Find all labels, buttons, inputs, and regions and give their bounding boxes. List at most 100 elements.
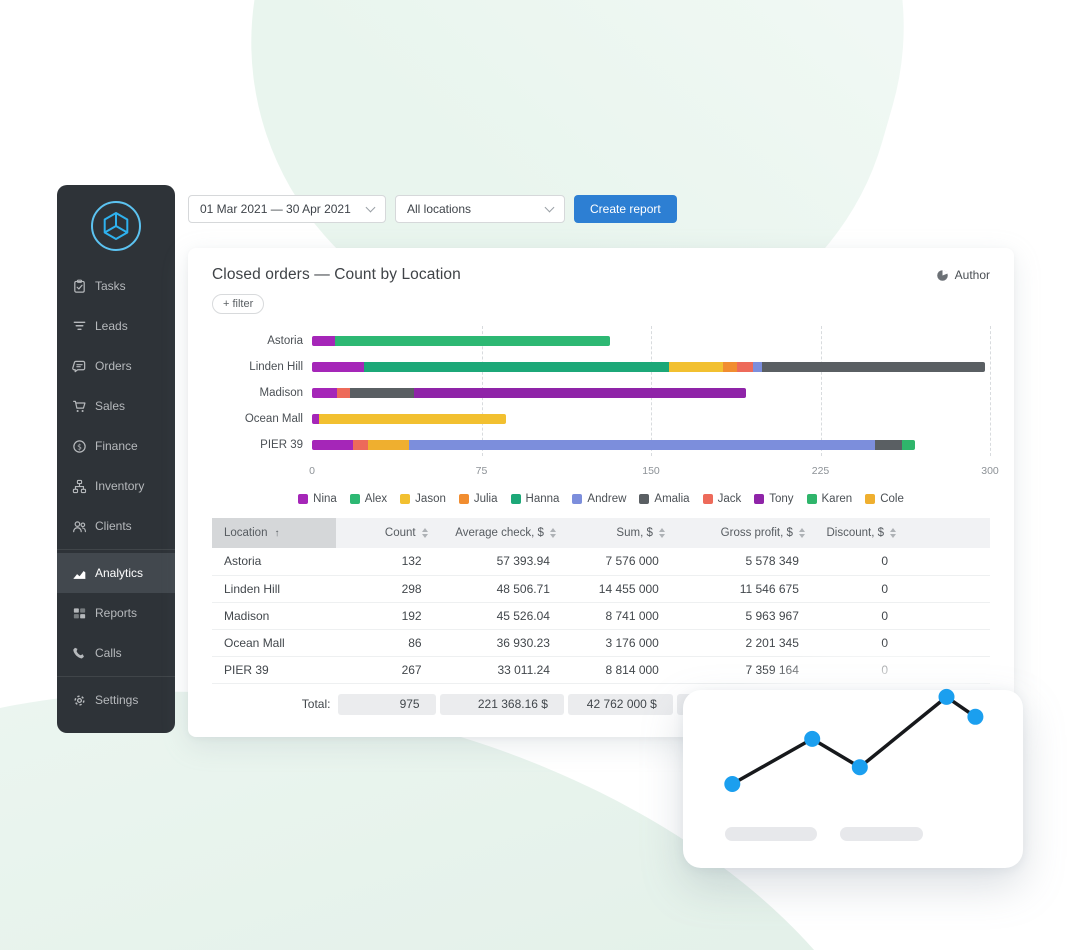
legend-item-karen[interactable]: Karen <box>806 493 852 505</box>
sidebar-divider <box>57 676 175 677</box>
leads-icon <box>72 319 87 334</box>
chevron-down-icon <box>544 202 555 212</box>
legend-item-hanna[interactable]: Hanna <box>510 493 559 505</box>
legend-item-jack[interactable]: Jack <box>702 493 741 505</box>
sidebar-item-label: Sales <box>95 399 126 413</box>
bar-segment-nina[interactable] <box>312 388 337 398</box>
sidebar-item-label: Reports <box>95 606 138 620</box>
sidebar-item-label: Finance <box>95 439 138 453</box>
report-title: Closed orders — Count by Location <box>212 266 461 283</box>
bar-segment-julia[interactable] <box>723 362 737 372</box>
bar-segment-jason[interactable] <box>318 414 507 424</box>
app-logo[interactable] <box>90 200 142 257</box>
legend-swatch <box>754 494 765 504</box>
chart-rows: Astoria Linden Hill Madison Ocean Mall PIER … <box>212 328 990 458</box>
sort-icon <box>658 528 665 538</box>
total-pill: 975 <box>338 693 436 715</box>
table-row: Astoria 132 57 393.94 7 576 000 5 578 349 0 <box>212 548 990 576</box>
legend-item-alex[interactable]: Alex <box>349 493 387 505</box>
column-header-location[interactable]: Location ↑ <box>212 518 337 548</box>
sidebar-nav: Tasks Leads Orders Sales $ Finance Inventory Cl… <box>57 266 175 720</box>
bar-segment-alex[interactable] <box>334 336 611 346</box>
trend-card <box>683 690 1023 868</box>
category-label: Ocean Mall <box>244 413 303 425</box>
sidebar-item-label: Calls <box>95 646 122 660</box>
legend-item-julia[interactable]: Julia <box>458 493 498 505</box>
bar-segment-amalia[interactable] <box>761 362 986 372</box>
sort-asc-icon: ↑ <box>274 527 280 539</box>
sidebar-item-finance[interactable]: $ Finance <box>57 426 175 466</box>
x-tick-label: 0 <box>309 465 315 477</box>
bar-segment-jack[interactable] <box>736 362 753 372</box>
table-row: Ocean Mall 86 36 930.23 3 176 000 2 201 345 0 <box>212 629 990 657</box>
sidebar-item-label: Inventory <box>95 479 145 493</box>
category-label: PIER 39 <box>260 439 303 451</box>
bar-segment-andrew[interactable] <box>752 362 762 372</box>
column-header-sum[interactable]: Sum, $ <box>565 518 675 548</box>
legend-swatch <box>806 494 817 504</box>
table-body: Astoria 132 57 393.94 7 576 000 5 578 349 0 Li… <box>212 548 990 684</box>
legend-item-tony[interactable]: Tony <box>754 493 794 505</box>
sidebar-item-leads[interactable]: Leads <box>57 306 175 346</box>
bar-segment-karen[interactable] <box>901 440 916 450</box>
column-header-average-check[interactable]: Average check, $ <box>437 518 566 548</box>
bar-segment-hanna[interactable] <box>363 362 670 372</box>
reports-icon <box>72 606 87 621</box>
bar-segment-tony[interactable] <box>413 388 746 398</box>
column-header-gross-profit[interactable]: Gross profit, $ <box>674 518 815 548</box>
legend-swatch <box>572 494 583 504</box>
add-filter-button[interactable]: + filter <box>212 294 265 314</box>
chevron-down-icon <box>365 202 376 212</box>
bar-segment-jack[interactable] <box>336 388 351 398</box>
bar-segment-amalia[interactable] <box>350 388 414 398</box>
legend-item-cole[interactable]: Cole <box>865 493 904 505</box>
sidebar-item-analytics[interactable]: Analytics <box>57 553 175 593</box>
bar-segment-nina[interactable] <box>312 336 335 346</box>
bar-segment-nina[interactable] <box>312 414 319 424</box>
chart-row-linden-hill: Linden Hill <box>212 354 990 380</box>
category-label: Astoria <box>267 335 303 347</box>
sidebar: Tasks Leads Orders Sales $ Finance Inventory Cl… <box>57 185 175 733</box>
sidebar-item-orders[interactable]: Orders <box>57 346 175 386</box>
chart-legend: Nina Alex Jason Julia Hanna Andrew Amalia Jack T… <box>212 493 990 505</box>
legend-item-nina[interactable]: Nina <box>298 493 337 505</box>
legend-item-amalia[interactable]: Amalia <box>639 493 690 505</box>
total-pill: 221 368.16 $ <box>439 693 564 715</box>
analytics-icon <box>72 566 87 581</box>
sidebar-item-label: Leads <box>95 319 128 333</box>
author-toggle[interactable]: Author <box>936 268 990 282</box>
placeholder-pill <box>840 827 923 841</box>
column-header-discount[interactable]: Discount, $ <box>814 518 990 548</box>
sidebar-item-settings[interactable]: Settings <box>57 680 175 720</box>
sidebar-item-clients[interactable]: Clients <box>57 506 175 546</box>
sidebar-divider <box>57 549 175 550</box>
bar-segment-jason[interactable] <box>669 362 724 372</box>
bar-segment-andrew[interactable] <box>409 440 875 450</box>
sales-icon <box>72 399 87 414</box>
bar-segment-jack[interactable] <box>352 440 369 450</box>
column-header-count[interactable]: Count <box>336 518 438 548</box>
sidebar-item-label: Analytics <box>95 566 144 580</box>
tasks-icon <box>72 279 87 294</box>
bar-segment-nina[interactable] <box>312 440 353 450</box>
legend-swatch <box>865 494 876 504</box>
legend-item-andrew[interactable]: Andrew <box>572 493 626 505</box>
sidebar-item-calls[interactable]: Calls <box>57 633 175 673</box>
sidebar-item-tasks[interactable]: Tasks <box>57 266 175 306</box>
sidebar-item-label: Clients <box>95 519 132 533</box>
sort-icon <box>890 528 896 538</box>
location-filter-select[interactable]: All locations <box>395 195 565 223</box>
date-range-select[interactable]: 01 Mar 2021 — 30 Apr 2021 <box>188 195 386 223</box>
sidebar-item-label: Orders <box>95 359 132 373</box>
legend-swatch <box>510 494 521 504</box>
sidebar-item-label: Settings <box>95 693 139 707</box>
sidebar-item-inventory[interactable]: Inventory <box>57 466 175 506</box>
create-report-button[interactable]: Create report <box>574 195 677 223</box>
sidebar-item-sales[interactable]: Sales <box>57 386 175 426</box>
legend-item-jason[interactable]: Jason <box>400 493 446 505</box>
sidebar-item-reports[interactable]: Reports <box>57 593 175 633</box>
bar-segment-cole[interactable] <box>368 440 410 450</box>
bar-segment-nina[interactable] <box>312 362 364 372</box>
bar-segment-amalia[interactable] <box>874 440 902 450</box>
